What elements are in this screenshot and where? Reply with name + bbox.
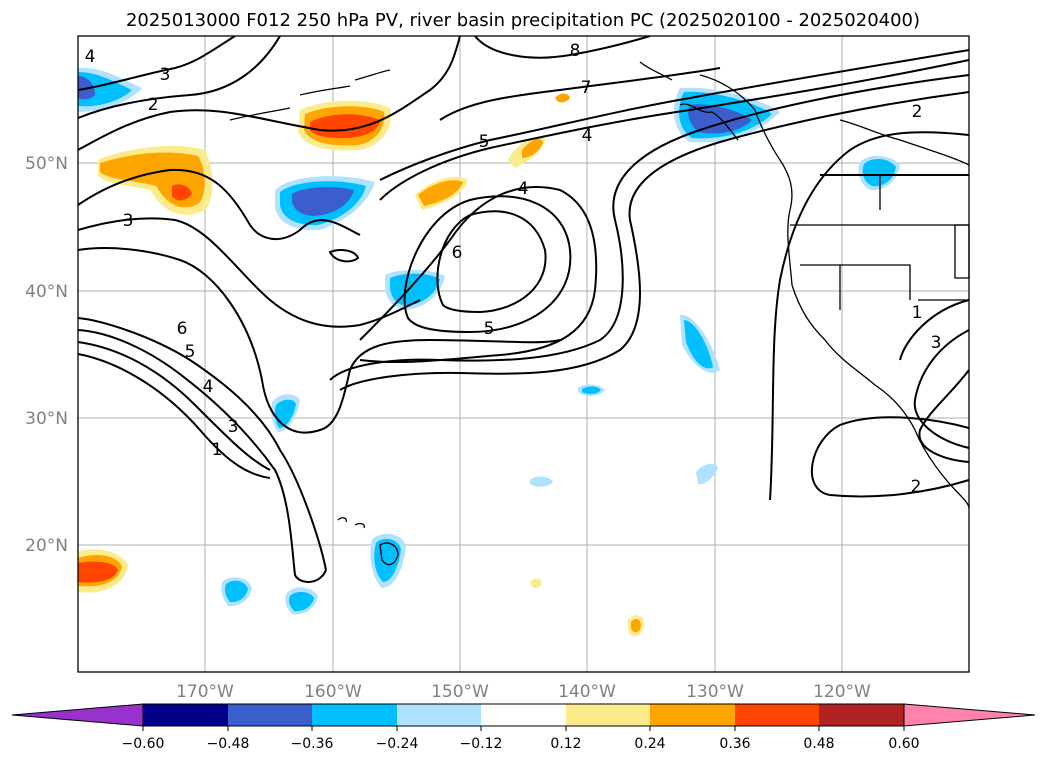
colorbar-segment xyxy=(566,704,650,726)
contour-label: 1 xyxy=(212,440,223,460)
contour-label: 5 xyxy=(479,132,490,152)
contour-label: 4 xyxy=(582,126,593,146)
contour-label: 3 xyxy=(228,417,239,437)
latitude-labels: 50°N 40°N 30°N 20°N xyxy=(25,154,68,556)
colorbar: −0.60 −0.48 −0.36 −0.24 −0.12 0.12 0.24 … xyxy=(11,703,1036,752)
lon-label: 140°W xyxy=(558,682,616,702)
colorbar-segment xyxy=(143,704,228,726)
colorbar-segment xyxy=(397,704,481,726)
colorbar-segment xyxy=(312,704,397,726)
colorbar-tick: 0.24 xyxy=(634,736,665,752)
contour-label: 2 xyxy=(912,102,923,122)
contour-label: 5 xyxy=(484,319,495,339)
lat-label: 20°N xyxy=(25,536,68,556)
colorbar-segment xyxy=(819,704,904,726)
lat-label: 50°N xyxy=(25,154,68,174)
colorbar-tick: 0.60 xyxy=(888,736,919,752)
lat-label: 30°N xyxy=(25,409,68,429)
colorbar-tick: 0.12 xyxy=(550,736,581,752)
lat-label: 40°N xyxy=(25,282,68,302)
contour-label: 1 xyxy=(912,303,923,323)
contour-label: 4 xyxy=(518,179,529,199)
lon-label: 150°W xyxy=(431,682,489,702)
colorbar-tick: 0.48 xyxy=(803,736,834,752)
pv-contours xyxy=(77,35,970,583)
contour-label: 3 xyxy=(931,333,942,353)
lon-label: 160°W xyxy=(304,682,362,702)
map-frame xyxy=(77,35,970,673)
contour-label: 2 xyxy=(911,477,922,497)
longitude-labels: 170°W 160°W 150°W 140°W 130°W 120°W xyxy=(176,682,871,702)
contour-labels: 4 3 2 3 6 5 4 3 1 8 7 5 4 4 6 5 2 1 3 2 xyxy=(85,41,942,497)
colorbar-tick: −0.36 xyxy=(291,736,334,752)
contour-label: 5 xyxy=(185,342,196,362)
colorbar-extend-low xyxy=(11,703,144,727)
colorbar-tick: −0.60 xyxy=(122,736,165,752)
colorbar-tick: −0.24 xyxy=(376,736,419,752)
contour-label: 6 xyxy=(177,319,188,339)
contour-label: 7 xyxy=(581,78,592,98)
contour-label: 8 xyxy=(570,41,581,61)
contour-label: 4 xyxy=(85,47,96,67)
map-title: 2025013000 F012 250 hPa PV, river basin … xyxy=(126,10,920,31)
precip-shading xyxy=(78,67,900,637)
colorbar-tick: 0.36 xyxy=(719,736,750,752)
lon-label: 170°W xyxy=(176,682,234,702)
contour-label: 3 xyxy=(123,211,134,231)
colorbar-extend-high xyxy=(903,703,1036,727)
lon-label: 120°W xyxy=(813,682,871,702)
colorbar-segment xyxy=(228,704,312,726)
contour-label: 3 xyxy=(160,65,171,85)
colorbar-tick: −0.12 xyxy=(460,736,503,752)
colorbar-segment xyxy=(650,704,735,726)
colorbar-segment xyxy=(481,704,566,726)
contour-label: 4 xyxy=(203,377,214,397)
contour-label: 6 xyxy=(452,243,463,263)
contour-label: 2 xyxy=(148,95,159,115)
colorbar-tick: −0.48 xyxy=(207,736,250,752)
map-area xyxy=(78,36,969,672)
colorbar-segment xyxy=(735,704,819,726)
lon-label: 130°W xyxy=(686,682,744,702)
